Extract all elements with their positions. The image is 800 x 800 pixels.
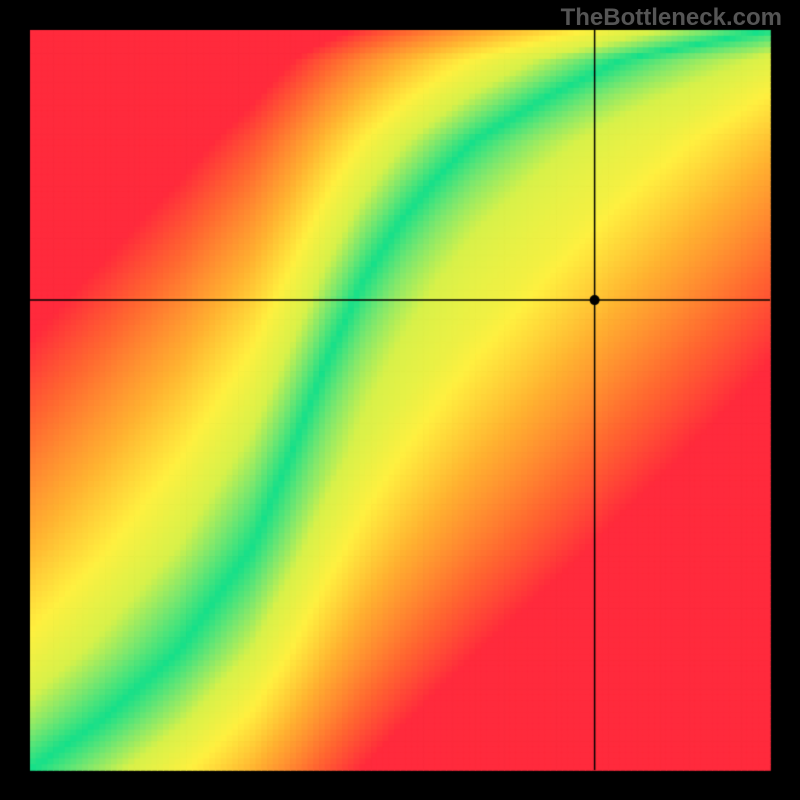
- watermark-text: TheBottleneck.com: [561, 4, 782, 32]
- chart-container: TheBottleneck.com: [0, 0, 800, 800]
- bottleneck-heatmap: [0, 0, 800, 800]
